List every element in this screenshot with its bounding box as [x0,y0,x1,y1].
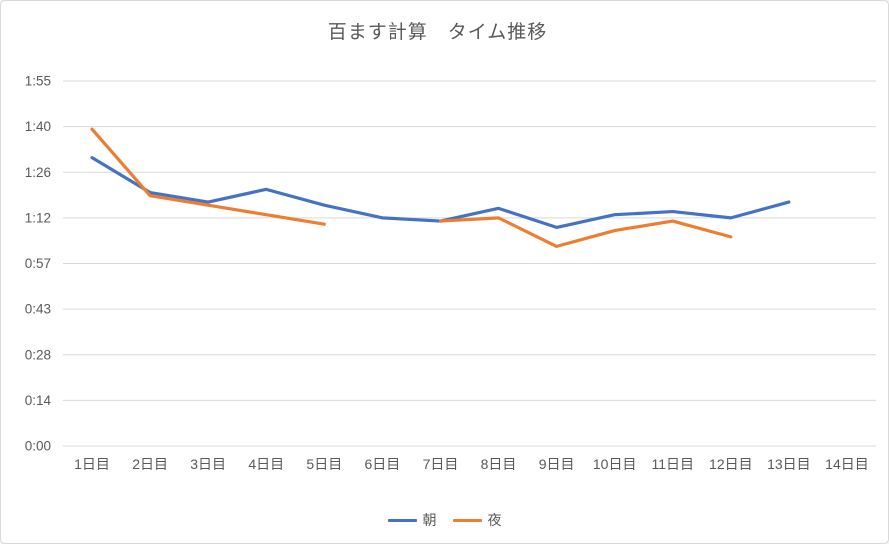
y-axis-tick-label: 1:55 [25,74,51,89]
y-axis-tick-label: 0:00 [25,439,51,454]
legend-label-morning: 朝 [422,512,437,528]
x-axis-tick-label: 5日目 [306,456,342,472]
y-axis-tick-label: 0:57 [25,256,51,271]
y-axis-tick-label: 1:40 [25,119,51,134]
legend-item-morning: 朝 [387,510,437,530]
y-axis-tick-label: 0:28 [25,347,51,362]
legend-label-night: 夜 [487,512,502,528]
y-axis-tick-label: 0:43 [25,302,51,317]
x-axis-tick-label: 14日目 [825,456,869,472]
x-axis-tick-label: 11日目 [651,456,694,472]
series-line-朝 [90,156,791,229]
x-axis-tick-label: 7日目 [423,456,459,472]
chart-title: 百ます計算 タイム推移 [327,22,548,43]
y-axis-tick-label: 0:14 [25,393,52,408]
y-axis-tick-label: 1:12 [25,210,51,225]
x-axis-tick-label: 4日目 [248,456,284,472]
series-line-夜 [90,127,326,226]
x-axis-tick-label: 13日目 [767,456,811,472]
x-axis-tick-label: 8日目 [481,456,517,472]
series-line-夜 [438,216,733,248]
legend-item-night: 夜 [452,510,502,530]
x-axis-tick-label: 3日目 [190,456,226,472]
x-axis-tick-label: 6日目 [364,456,400,472]
night-series-swatch [452,518,482,522]
legend: 朝 夜 [1,507,888,533]
x-axis-tick-label: 9日目 [539,456,575,472]
x-axis-tick-label: 12日目 [709,456,753,472]
x-axis-tick-label: 10日目 [593,456,637,472]
morning-series-swatch [387,518,417,522]
x-axis-tick-label: 2日目 [132,456,168,472]
y-axis-tick-label: 1:26 [25,165,51,180]
x-axis-tick-label: 1日目 [74,456,110,472]
